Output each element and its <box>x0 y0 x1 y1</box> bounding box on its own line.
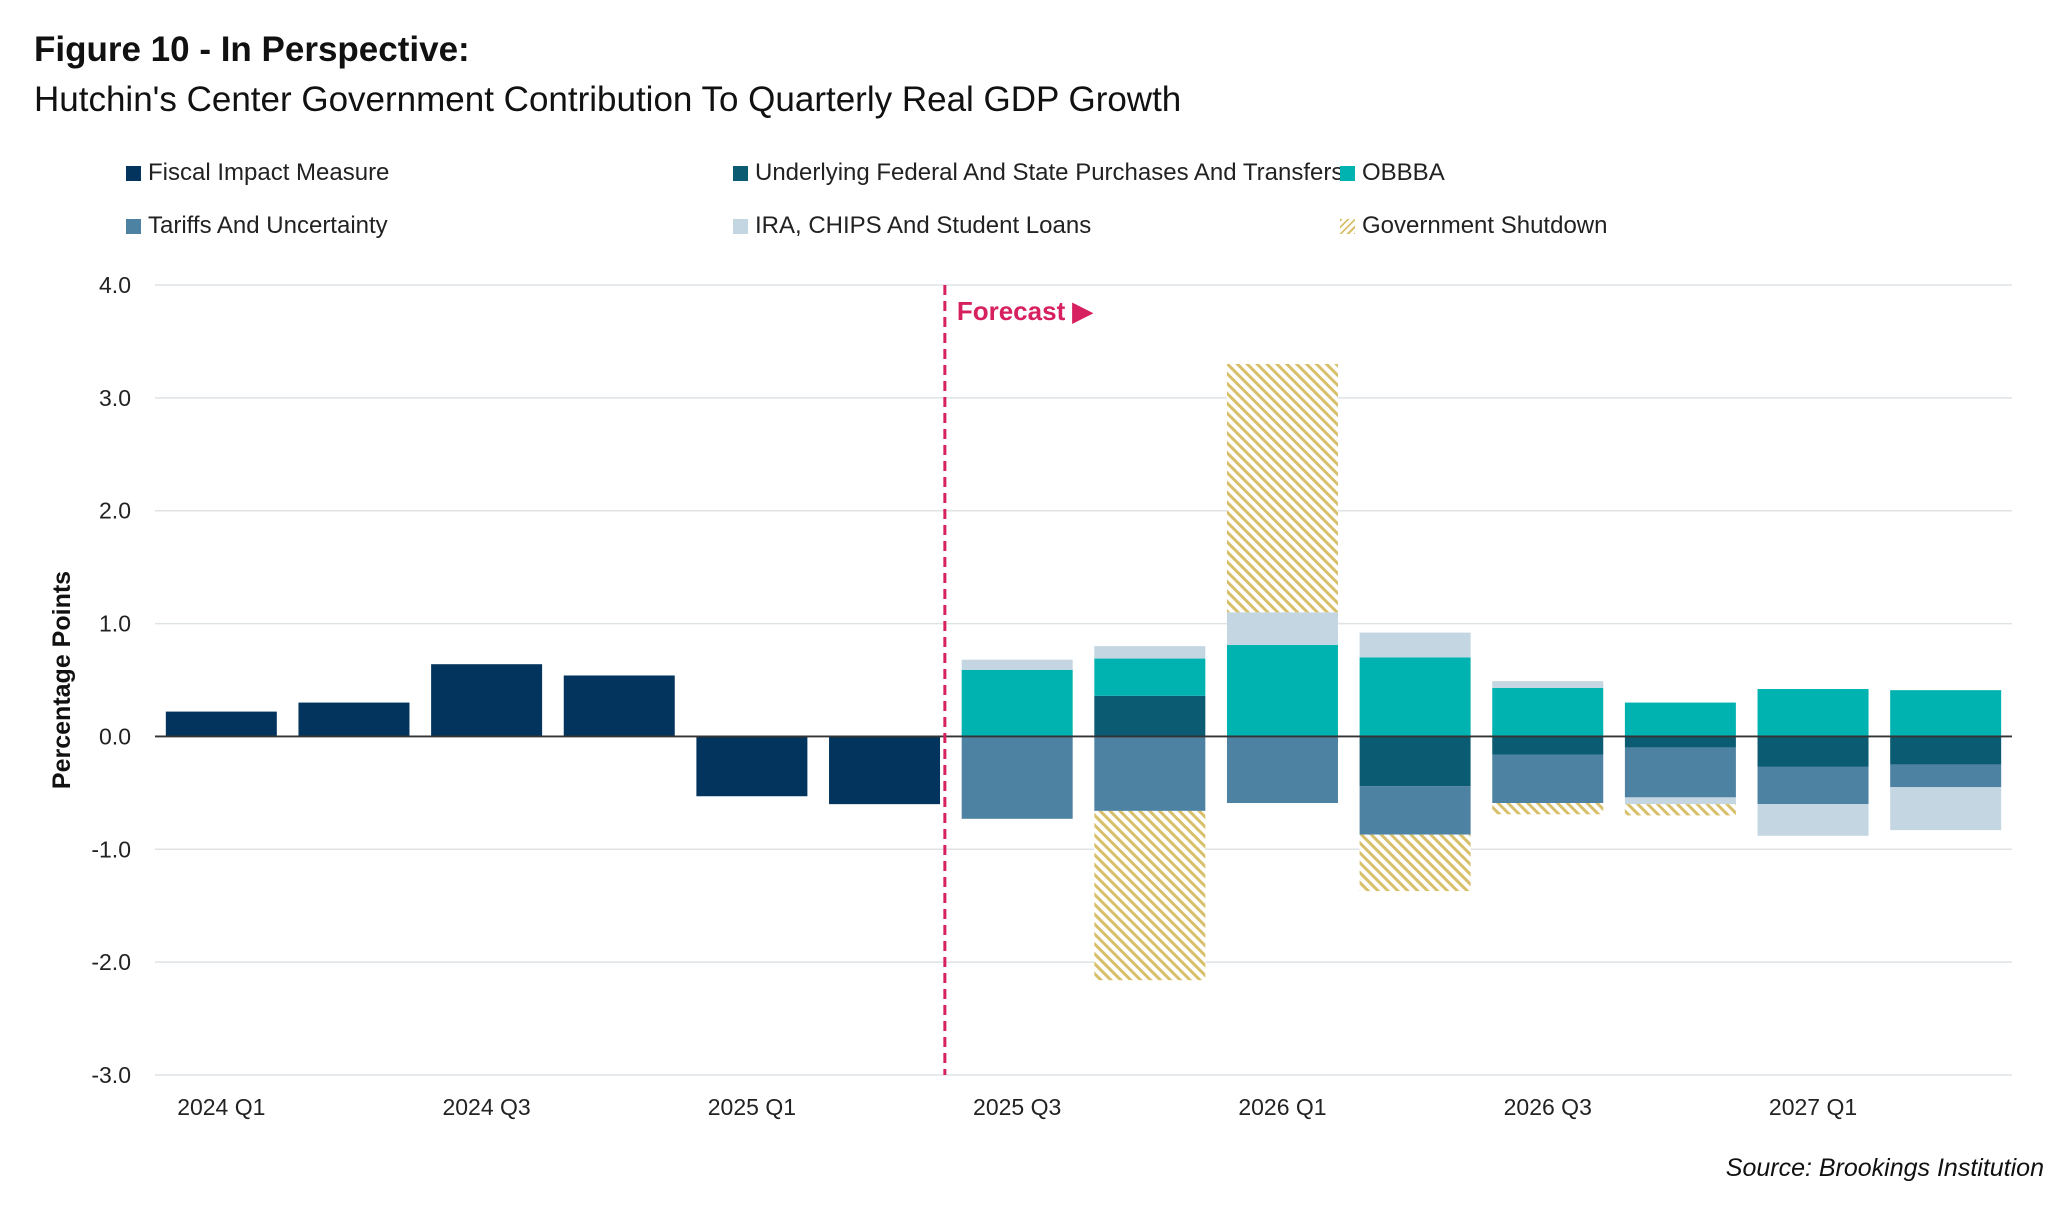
legend-label: Tariffs And Uncertainty <box>148 212 388 239</box>
x-tick-label: 2025 Q3 <box>973 1094 1061 1120</box>
y-tick-label: -1.0 <box>91 836 131 862</box>
bar-fiscal-impact-measure-2025-q2 <box>829 736 941 805</box>
y-tick-label: -2.0 <box>91 949 131 975</box>
bar-government-shutdown-2025-q4 <box>1094 810 1206 981</box>
bar-ira-chips-and-student-loans-2027-q1 <box>1757 804 1869 836</box>
y-tick-label: 0.0 <box>99 723 131 749</box>
bar-obbba-2027-q1 <box>1757 689 1869 737</box>
bar-obbba-2026-q2 <box>1359 657 1471 737</box>
legend-swatch <box>126 165 141 181</box>
bar-obbba-2026-q1 <box>1226 645 1338 737</box>
legend-item-government-shutdown: Government Shutdown <box>1340 211 1607 241</box>
legend-item-tariffs-and-uncertainty: Tariffs And Uncertainty <box>126 211 388 241</box>
x-tick-label: 2024 Q1 <box>177 1094 265 1120</box>
y-tick-label: 2.0 <box>99 498 131 524</box>
bar-ira-chips-and-student-loans-2026-q2 <box>1359 632 1471 658</box>
bar-underlying-federal-and-state-purchases-and-transfers-2027-q2 <box>1890 736 2002 765</box>
legend-item-underlying-federal-and-state-purchases-and-transfers: Underlying Federal And State Purchases A… <box>733 158 1343 188</box>
legend-swatch <box>1340 218 1355 234</box>
bar-tariffs-and-uncertainty-2026-q3 <box>1492 754 1604 804</box>
chart-subtitle: Hutchin's Center Government Contribution… <box>34 80 1182 119</box>
bar-ira-chips-and-student-loans-2025-q3 <box>961 659 1073 670</box>
legend-label: Fiscal Impact Measure <box>148 159 390 186</box>
legend-label: Underlying Federal And State Purchases A… <box>755 159 1344 186</box>
chart-title: Figure 10 - In Perspective: <box>34 30 470 69</box>
bar-ira-chips-and-student-loans-2026-q4 <box>1624 797 1736 805</box>
bar-government-shutdown-2026-q2 <box>1359 834 1471 892</box>
bar-underlying-federal-and-state-purchases-and-transfers-2026-q2 <box>1359 736 1471 787</box>
y-axis-label: Percentage Points <box>48 571 76 789</box>
legend-swatch <box>126 218 141 234</box>
bar-ira-chips-and-student-loans-2026-q1 <box>1226 612 1338 646</box>
legend-label: Government Shutdown <box>1362 212 1608 239</box>
bar-fiscal-impact-measure-2024-q1 <box>165 711 277 737</box>
bar-underlying-federal-and-state-purchases-and-transfers-2026-q3 <box>1492 736 1604 755</box>
bar-tariffs-and-uncertainty-2025-q4 <box>1094 736 1206 811</box>
y-tick-label: 1.0 <box>99 611 131 637</box>
bar-obbba-2026-q3 <box>1492 687 1604 737</box>
x-tick-label: 2025 Q1 <box>708 1094 796 1120</box>
legend-swatch <box>1340 165 1355 181</box>
bar-obbba-2025-q4 <box>1094 658 1206 696</box>
bar-obbba-2025-q3 <box>961 669 1073 737</box>
legend-swatch <box>733 218 748 234</box>
bar-fiscal-impact-measure-2025-q1 <box>696 736 808 797</box>
bar-tariffs-and-uncertainty-2025-q3 <box>961 736 1073 819</box>
y-tick-label: 4.0 <box>99 272 131 298</box>
source-note: Source: Brookings Institution <box>1725 1154 2044 1182</box>
bar-government-shutdown-2026-q4 <box>1624 804 1736 816</box>
x-tick-label: 2027 Q1 <box>1769 1094 1857 1120</box>
bar-fiscal-impact-measure-2024-q4 <box>563 675 675 737</box>
legend-swatch <box>733 165 748 181</box>
x-tick-label: 2026 Q1 <box>1238 1094 1326 1120</box>
y-tick-label: -3.0 <box>91 1062 131 1088</box>
bar-obbba-2027-q2 <box>1890 690 2002 737</box>
forecast-label: Forecast ▶ <box>957 296 1094 326</box>
bar-fiscal-impact-measure-2024-q2 <box>298 702 410 737</box>
bar-government-shutdown-2026-q1 <box>1226 364 1338 613</box>
bar-underlying-federal-and-state-purchases-and-transfers-2027-q1 <box>1757 736 1869 767</box>
bar-underlying-federal-and-state-purchases-and-transfers-2026-q4 <box>1624 736 1736 748</box>
legend-label: OBBBA <box>1362 159 1445 186</box>
x-tick-label: 2026 Q3 <box>1504 1094 1592 1120</box>
bar-tariffs-and-uncertainty-2027-q1 <box>1757 766 1869 805</box>
bar-tariffs-and-uncertainty-2026-q1 <box>1226 736 1338 804</box>
x-tick-label: 2024 Q3 <box>442 1094 530 1120</box>
bar-ira-chips-and-student-loans-2027-q2 <box>1890 787 2002 831</box>
bar-tariffs-and-uncertainty-2026-q2 <box>1359 786 1471 835</box>
legend-item-obbba: OBBBA <box>1340 158 1445 188</box>
bar-tariffs-and-uncertainty-2027-q2 <box>1890 764 2002 788</box>
bar-tariffs-and-uncertainty-2026-q4 <box>1624 747 1736 798</box>
legend-item-fiscal-impact-measure: Fiscal Impact Measure <box>126 158 389 188</box>
bar-government-shutdown-2026-q3 <box>1492 803 1604 815</box>
bar-fiscal-impact-measure-2024-q3 <box>431 664 543 737</box>
bar-ira-chips-and-student-loans-2025-q4 <box>1094 646 1206 659</box>
legend-item-ira-chips-and-student-loans: IRA, CHIPS And Student Loans <box>733 211 1091 241</box>
y-tick-label: 3.0 <box>99 385 131 411</box>
bar-ira-chips-and-student-loans-2026-q3 <box>1492 681 1604 688</box>
bar-underlying-federal-and-state-purchases-and-transfers-2025-q4 <box>1094 695 1206 737</box>
bar-obbba-2026-q4 <box>1624 702 1736 737</box>
legend-label: IRA, CHIPS And Student Loans <box>755 212 1092 239</box>
